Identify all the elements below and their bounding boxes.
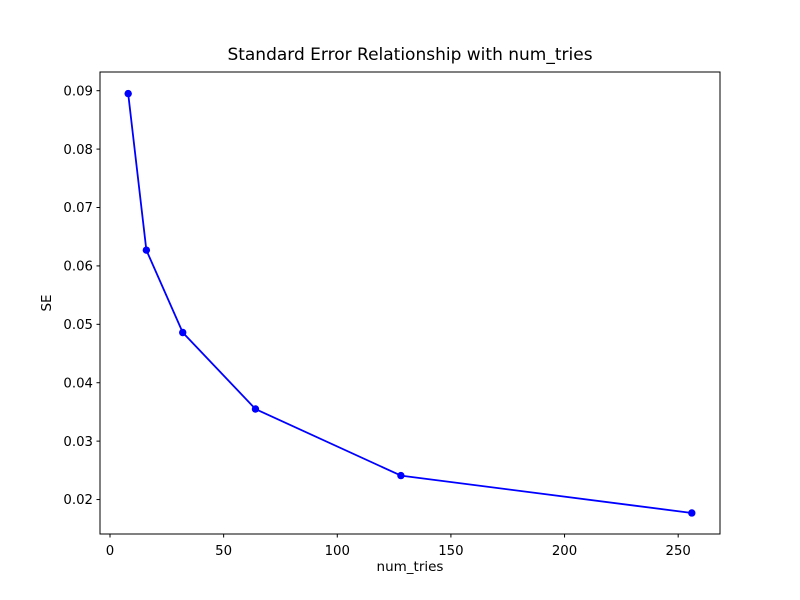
y-axis-label: SE — [39, 294, 55, 312]
x-tick-label: 250 — [665, 544, 690, 559]
se-line — [127, 93, 692, 514]
y-tick-label: 0.06 — [63, 260, 93, 275]
y-tick-label: 0.02 — [63, 493, 93, 508]
data-point — [142, 246, 151, 254]
y-tick-label: 0.03 — [63, 435, 93, 450]
y-tick-label: 0.04 — [63, 376, 93, 391]
x-axis-label: num_tries — [376, 559, 444, 575]
data-point — [397, 471, 405, 480]
data-point — [124, 89, 132, 98]
x-tick-label: 50 — [215, 544, 232, 559]
data-point — [688, 509, 696, 517]
data-point — [179, 328, 187, 337]
y-tick-label: 0.09 — [63, 84, 93, 99]
y-tick-label: 0.07 — [63, 201, 93, 216]
y-tick-label: 0.05 — [63, 318, 93, 333]
chart-title: Standard Error Relationship with num_tri… — [227, 45, 593, 65]
x-tick-label: 100 — [325, 544, 350, 559]
y-tick-label: 0.08 — [63, 143, 93, 158]
plot-border — [99, 71, 721, 535]
data-point — [251, 405, 260, 413]
x-tick-label: 150 — [438, 544, 463, 559]
x-tick-label: 200 — [552, 544, 577, 559]
x-tick-label: 0 — [106, 544, 114, 559]
